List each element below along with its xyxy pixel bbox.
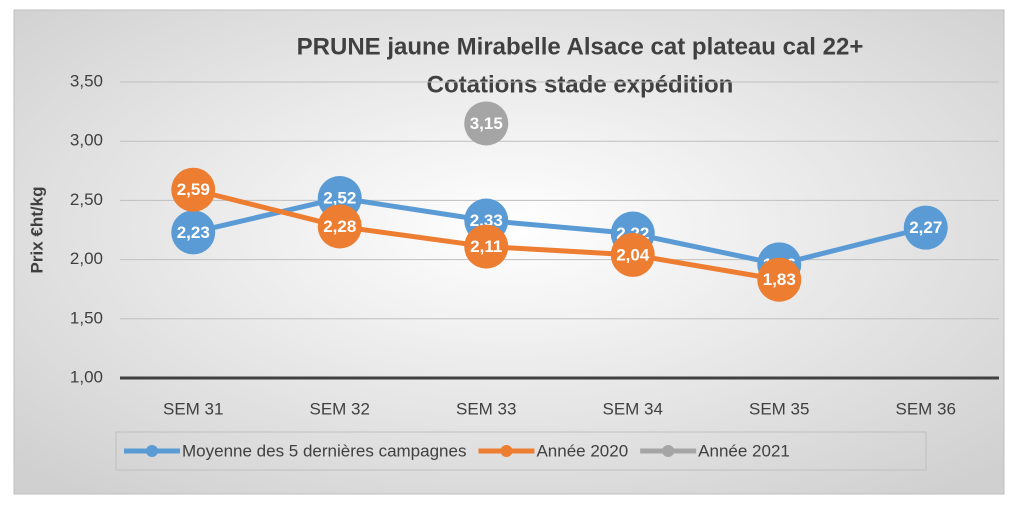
chart-background [13,9,1005,495]
data-marker [464,101,509,146]
data-label: 3,15 [470,114,503,133]
chart-title: PRUNE jaune Mirabelle Alsace cat plateau… [297,33,864,60]
legend-marker [500,445,513,457]
legend-box [115,431,927,471]
y-tick-label: 2,50 [70,190,103,209]
data-label: 2,27 [909,218,942,237]
data-marker [464,224,509,269]
x-tick-label: SEM 34 [603,399,663,418]
data-label: 2,04 [616,245,650,264]
x-tick-label: SEM 35 [749,399,809,418]
data-marker [317,204,362,249]
data-marker [171,167,216,212]
data-marker [757,257,802,302]
series-line [192,195,927,267]
legend-label: Année 2021 [698,441,790,460]
data-label: 2,28 [323,217,356,236]
y-tick-label: 3,00 [70,131,103,150]
x-tick-label: SEM 33 [456,399,516,418]
x-tick-label: SEM 36 [896,399,956,418]
legend-marker [146,445,158,457]
chart-subtitle: Cotations stade expédition [427,71,734,98]
x-tick-label: SEM 31 [163,399,223,418]
legend-label: Année 2020 [536,441,628,460]
data-marker [610,232,655,277]
data-label: 2,11 [470,237,502,256]
data-marker [903,205,948,250]
legend-marker [662,445,675,457]
data-label: 2,59 [177,180,210,199]
legend-label: Moyenne des 5 dernières campagnes [182,441,466,460]
y-tick-label: 1,50 [70,308,103,327]
y-axis-label: Prix €ht/kg [27,187,46,274]
y-tick-label: 2,00 [70,249,103,268]
y-tick-label: 1,00 [70,367,103,386]
data-marker [171,210,216,255]
data-label: 2,23 [177,223,210,242]
data-label: 2,52 [323,189,356,208]
data-label: 2,33 [470,211,503,230]
y-tick-label: 3,50 [70,71,103,90]
data-label: 1,83 [763,270,796,289]
x-tick-label: SEM 32 [310,399,370,418]
